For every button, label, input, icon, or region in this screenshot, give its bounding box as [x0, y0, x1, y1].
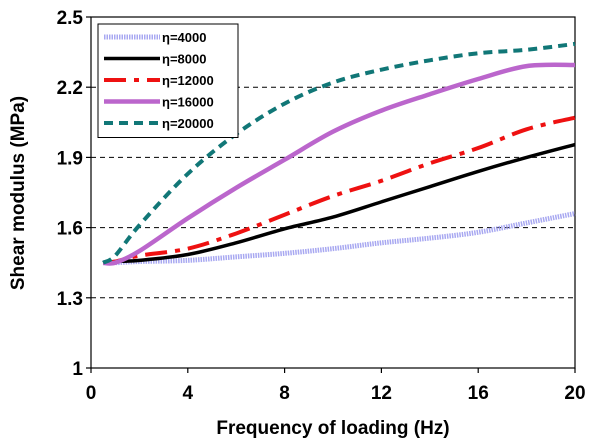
legend: η=4000 η=8000 η=12000 η=16000 η=20000 [97, 23, 239, 138]
x-axis-title: Frequency of loading (Hz) [216, 418, 449, 439]
series-lines [102, 41, 576, 266]
series-line-2 [102, 115, 576, 265]
y-axis-title: Shear modulus (MPa) [8, 96, 29, 290]
y-tick-label: 1.6 [57, 219, 83, 240]
series-line-3 [102, 62, 576, 266]
y-tick-label: 2.2 [57, 78, 83, 99]
y-tick-label: 1.3 [57, 289, 83, 310]
legend-label-0: η=4000 [162, 30, 206, 45]
x-tick-label: 20 [564, 383, 585, 404]
x-tick-label: 16 [468, 383, 489, 404]
x-tick-label: 12 [371, 383, 392, 404]
y-tick-label: 2.5 [57, 8, 84, 29]
legend-label-4: η=20000 [162, 116, 214, 131]
y-tick-label: 1 [72, 359, 83, 380]
axes: 1 1.3 1.6 1.9 2.2 2.5 0 4 8 12 16 20 [57, 8, 586, 404]
series-line-4 [102, 41, 576, 265]
series-line-1 [102, 142, 576, 265]
x-tick-label: 0 [86, 383, 97, 404]
y-tick-label: 1.9 [57, 148, 83, 169]
legend-label-3: η=16000 [162, 95, 214, 110]
x-tick-label: 4 [183, 383, 194, 404]
x-tick-label: 8 [279, 383, 290, 404]
legend-label-1: η=8000 [162, 52, 206, 67]
legend-label-2: η=12000 [162, 73, 214, 88]
